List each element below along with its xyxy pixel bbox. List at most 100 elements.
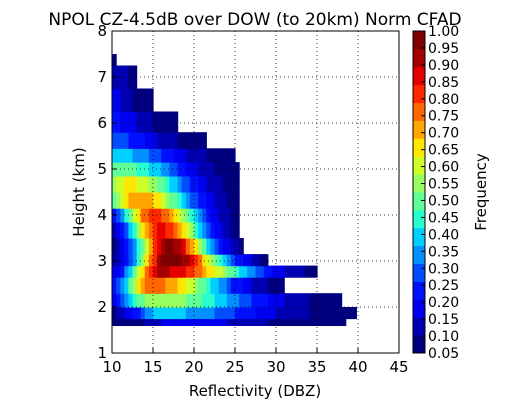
cfad-cell — [210, 265, 216, 278]
cfad-cell — [267, 293, 273, 308]
cfad-cell — [177, 148, 183, 163]
y-tick-label: 8 — [97, 22, 107, 40]
cfad-cell — [173, 111, 179, 133]
cfad-cell — [325, 293, 330, 308]
cfad-cell — [148, 192, 154, 209]
cfad-cell — [173, 208, 179, 223]
cfad-cell — [235, 238, 240, 255]
cfad-cell — [148, 307, 154, 320]
cfad-cell — [161, 265, 166, 278]
cfad-cell — [148, 162, 154, 177]
cfad-cell — [140, 132, 146, 149]
cfad-cell — [226, 238, 232, 255]
cfad-cell — [198, 238, 203, 255]
cfad-cell — [165, 208, 170, 223]
colorbar-swatch — [413, 156, 425, 175]
x-tick-label: 30 — [266, 358, 285, 376]
cfad-cell — [206, 277, 211, 294]
cfad-cell — [271, 277, 277, 294]
cfad-cell — [235, 265, 240, 278]
cfad-cell — [239, 293, 244, 308]
cfad-cell — [251, 254, 257, 267]
cfad-cell — [185, 293, 191, 308]
cfad-cell — [230, 192, 236, 209]
cfad-cell — [300, 307, 306, 320]
cfad-cell — [333, 318, 339, 326]
cfad-cell — [239, 307, 244, 320]
cfad-cell — [132, 148, 138, 163]
colorbar-swatch — [413, 227, 425, 247]
cfad-cell — [259, 293, 265, 308]
cfad-cell — [181, 192, 187, 209]
cfad-cell — [181, 221, 187, 239]
cfad-cell — [226, 265, 232, 278]
cfad-cell — [284, 293, 289, 308]
cfad-cell — [226, 221, 232, 239]
cfad-cell — [230, 208, 236, 223]
x-axis-ticks: 10 15 20 25 30 35 40 45 — [102, 348, 409, 376]
cfad-cell — [148, 208, 154, 223]
y-tick-label: 6 — [97, 114, 107, 132]
cfad-cell — [136, 192, 142, 209]
cfad-cell — [222, 254, 228, 267]
cfad-cell — [128, 192, 134, 209]
cfad-cell — [169, 162, 175, 177]
cfad-cell — [128, 148, 134, 163]
cfad-cell — [185, 318, 191, 326]
cfad-cell — [226, 162, 232, 177]
cfad-cell — [194, 175, 199, 193]
cfad-cell — [230, 162, 236, 177]
cfad-cell — [181, 318, 187, 326]
cfad-cell — [210, 318, 216, 326]
colorbar-tick-label: 0.10 — [428, 329, 459, 345]
colorbar-swatch — [413, 174, 425, 193]
cfad-cell — [222, 148, 228, 163]
cfad-cell — [296, 307, 302, 320]
cfad-cell — [243, 318, 248, 326]
colorbar-swatch — [413, 102, 425, 121]
colorbar-swatch — [413, 317, 425, 336]
cfad-cell — [177, 221, 183, 239]
cfad-cell — [230, 254, 236, 267]
cfad-cell — [214, 175, 220, 193]
cfad-cell — [177, 192, 183, 209]
cfad-cell — [202, 221, 207, 239]
cfad-cell — [116, 192, 121, 209]
cfad-cell — [210, 293, 216, 308]
cfad-cell — [116, 318, 121, 326]
cfad-cell — [120, 192, 125, 209]
colorbar-swatch — [413, 48, 425, 68]
cfad-cell — [325, 307, 330, 320]
colorbar-tick-label: 0.90 — [428, 58, 459, 74]
cfad-cell — [161, 293, 166, 308]
cfad-cell — [148, 265, 154, 278]
cfad-cell — [161, 111, 166, 133]
cfad-cell — [112, 254, 117, 267]
cfad-cell — [120, 132, 125, 149]
cfad-cell — [116, 238, 121, 255]
cfad-cell — [222, 318, 228, 326]
cfad-cell — [296, 265, 302, 278]
cfad-cell — [157, 293, 162, 308]
colorbar-tick-label: 0.85 — [428, 75, 459, 91]
cfad-cell — [181, 238, 187, 255]
cfad-cell — [333, 307, 339, 320]
cfad-cell — [276, 265, 281, 278]
cfad-cell — [312, 265, 318, 278]
cfad-cell — [112, 111, 117, 133]
cfad-cell — [120, 277, 125, 294]
cfad-cell — [169, 221, 175, 239]
cfad-cell — [206, 293, 211, 308]
x-tick-label: 35 — [307, 358, 326, 376]
cfad-cell — [177, 208, 183, 223]
cfad-cell — [144, 277, 150, 294]
y-tick-label: 5 — [97, 160, 107, 178]
cfad-cell — [153, 175, 158, 193]
cfad-cell — [214, 307, 220, 320]
cfad-cell — [112, 238, 117, 255]
cfad-cell — [189, 148, 195, 163]
cfad-cell — [292, 307, 298, 320]
cfad-cell — [210, 277, 216, 294]
cfad-cell — [116, 132, 121, 149]
